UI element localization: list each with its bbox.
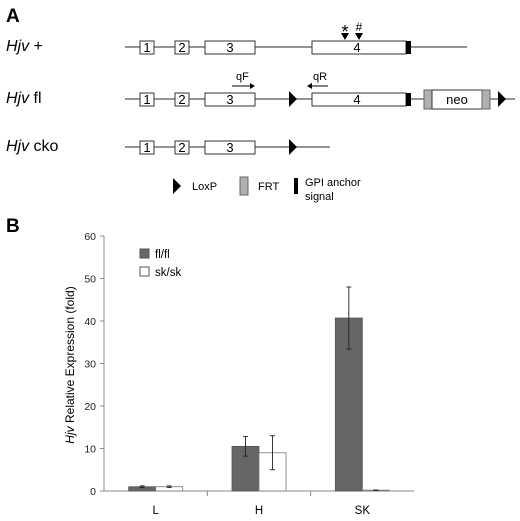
exon-2-box	[174, 40, 190, 55]
legend-gpi-label-line1: GPI anchor	[305, 177, 361, 189]
exon-3-label: 3	[226, 140, 233, 155]
legend-label-fl-fl: fl/fl	[155, 249, 170, 261]
y-tick-label: 0	[90, 486, 96, 498]
gene-label-floxed: Hjv fl	[6, 90, 42, 107]
exon-2-label: 2	[178, 40, 185, 55]
frt-site-icon	[481, 89, 491, 110]
legend-swatch-sk-sk	[139, 266, 150, 277]
chart-legend: fl/fl sk/sk	[139, 248, 181, 279]
primer-reverse-label: qR	[313, 71, 327, 83]
legend-loxp-icon	[173, 178, 181, 194]
y-axis-title: Hjv Relative Expression (fold)	[63, 286, 77, 443]
legend-gpi-label-line2: signal	[305, 191, 334, 203]
exon-1-label: 1	[143, 92, 150, 107]
y-tick-label: 10	[84, 444, 96, 456]
loxp-site-icon	[498, 91, 506, 107]
legend-gpi-icon	[294, 178, 298, 194]
bars	[128, 317, 390, 492]
legend-swatch-fl-fl	[139, 248, 150, 259]
x-tick-label: SK	[355, 505, 371, 517]
legend-frt-label: FRT	[258, 181, 279, 193]
panel-a-label: A	[6, 6, 20, 27]
construct-floxed: Hjv fl 1 2 3 4 neo qF qR	[6, 71, 515, 110]
exon-2-box	[174, 92, 190, 107]
exon-1-label: 1	[143, 40, 150, 55]
star-marker: *	[341, 22, 348, 42]
star-arrow-icon	[341, 33, 349, 40]
exon-1-label: 1	[143, 140, 150, 155]
exon-1-box	[139, 40, 155, 55]
y-tick-label: 30	[84, 359, 96, 371]
loxp-site-icon	[289, 139, 297, 155]
gpi-signal-mark	[406, 41, 411, 54]
gene-label-wildtype: Hjv +	[6, 38, 43, 55]
gene-label-cko: Hjv cko	[6, 138, 59, 155]
legend-frt-icon	[239, 176, 249, 196]
x-tick-label: H	[255, 505, 263, 517]
expression-bar-chart: 0 10 20 30 40 50 60 L H SK Hjv Relative Expressi…	[63, 231, 414, 517]
y-ticks: 0 10 20 30 40 50 60	[84, 231, 104, 498]
y-tick-label: 50	[84, 274, 96, 286]
loxp-site-icon	[289, 91, 297, 107]
construct-conditional-ko: Hjv cko 1 2 3	[6, 138, 330, 155]
exon-3-box	[204, 40, 256, 55]
construct-legend: LoxP FRT GPI anchor signal	[173, 176, 361, 203]
y-tick-label: 40	[84, 316, 96, 328]
legend-label-sk-sk: sk/sk	[155, 267, 181, 279]
panel-b-label: B	[6, 216, 20, 237]
exon-2-label: 2	[178, 92, 185, 107]
exon-1-box	[139, 140, 155, 155]
frt-site-icon	[423, 89, 433, 110]
exon-3-label: 3	[226, 92, 233, 107]
primer-forward-arrowhead-icon	[250, 83, 255, 89]
primer-reverse-arrowhead-icon	[307, 83, 312, 89]
gpi-signal-mark	[406, 93, 411, 106]
exon-2-box	[174, 140, 190, 155]
error-bars	[139, 286, 379, 491]
exon-3-label: 3	[226, 40, 233, 55]
x-ticks: L H SK	[152, 491, 370, 517]
legend-loxp-label: LoxP	[192, 181, 217, 193]
hash-arrow-icon	[355, 33, 363, 40]
x-tick-label: L	[152, 505, 159, 517]
y-tick-label: 60	[84, 231, 96, 243]
construct-wildtype: Hjv + 1 2 3 4 * #	[6, 20, 467, 55]
exon-4-label: 4	[353, 40, 360, 55]
y-tick-label: 20	[84, 401, 96, 413]
neo-label: neo	[446, 92, 468, 107]
hash-marker: #	[356, 20, 363, 34]
exon-3-box	[204, 92, 256, 107]
exon-3-box	[204, 140, 256, 155]
primer-forward-label: qF	[236, 71, 249, 83]
exon-2-label: 2	[178, 140, 185, 155]
exon-1-box	[139, 92, 155, 107]
exon-4-label: 4	[353, 92, 360, 107]
